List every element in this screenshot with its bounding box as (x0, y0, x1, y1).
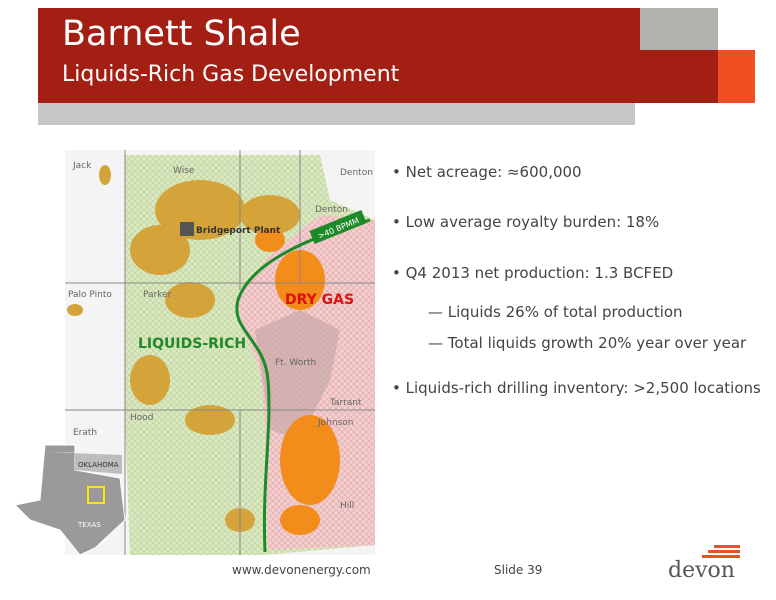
wells-liquids (67, 165, 300, 532)
subtitle: Liquids-Rich Gas Development (62, 62, 400, 87)
county-label: Jack (72, 161, 92, 171)
bullet-text: Net acreage: ≈600,000 (405, 163, 582, 181)
bullet-text: Q4 2013 net production: 1.3 BCFED (405, 264, 674, 282)
dry-gas-label: DRY GAS (285, 292, 354, 308)
bullet: • Low average royalty burden: 18% (392, 213, 660, 231)
inset-highlight (87, 486, 105, 504)
pipeline-badge (309, 210, 367, 244)
logo-mark (702, 545, 740, 558)
bullet-text: Low average royalty burden: 18% (405, 213, 660, 231)
county-label: Palo Pinto (68, 290, 112, 300)
bullet: • Liquids-rich drilling inventory: >2,50… (392, 379, 761, 397)
city-label: Ft. Worth (275, 358, 316, 368)
sub-bullet-text: Total liquids growth 20% year over year (447, 334, 747, 352)
header-block (640, 8, 718, 50)
logo: devon (668, 558, 735, 583)
bullet-text: Liquids-rich drilling inventory: >2,500 … (405, 379, 761, 397)
county-label: Wise (173, 166, 195, 176)
liquids-rich-label: LIQUIDS-RICH (138, 336, 246, 352)
county-label: Johnson (317, 418, 353, 428)
inset-label: TEXAS (77, 521, 101, 529)
county-lines (65, 150, 375, 555)
sub-bullet: — Liquids 26% of total production (428, 303, 683, 321)
footer-slide: Slide 39 (494, 563, 543, 577)
city-label: Denton (315, 205, 348, 215)
sub-bullet: — Total liquids growth 20% year over yea… (428, 334, 747, 352)
urban-area (255, 310, 340, 440)
county-label: Hood (130, 413, 154, 423)
county-label: Denton (340, 168, 373, 178)
bullet: • Net acreage: ≈600,000 (392, 163, 582, 181)
county-label: Erath (73, 428, 97, 438)
county-label: Tarrant (329, 398, 362, 408)
sub-bullet-text: Liquids 26% of total production (447, 303, 683, 321)
plant-icon (180, 222, 194, 236)
title: Barnett Shale (62, 14, 301, 54)
bullet: • Q4 2013 net production: 1.3 BCFED (392, 264, 674, 282)
county-label: Hill (340, 501, 354, 511)
footer-url: www.devonenergy.com (232, 563, 371, 577)
county-label: Parker (143, 290, 172, 300)
oklahoma-inset (45, 452, 122, 474)
plant-label: Bridgeport Plant (196, 226, 281, 236)
county-labels: Jack Wise Denton Palo Pinto Parker Tarra… (68, 161, 373, 511)
divide-line (235, 218, 371, 553)
inset-label: OKLAHOMA (78, 461, 119, 469)
header-bar (38, 8, 718, 103)
